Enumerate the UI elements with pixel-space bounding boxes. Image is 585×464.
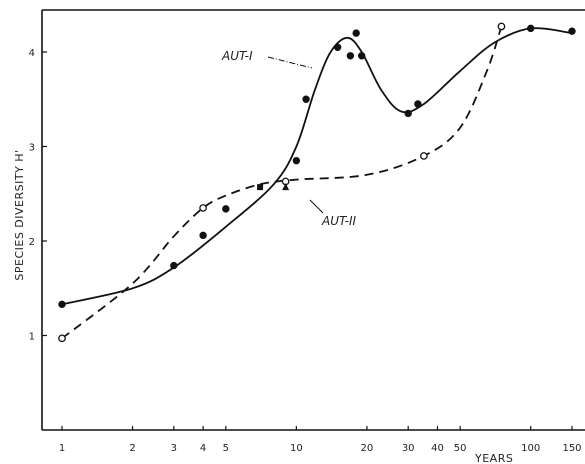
aut-i-point: [222, 205, 230, 213]
y-tick-label: 1: [29, 332, 35, 343]
x-tick-label: 100: [521, 443, 540, 454]
x-tick-label: 150: [562, 443, 581, 454]
aut-ii-point: [58, 334, 66, 343]
aut-i-point: [357, 52, 366, 60]
triangle-point: [282, 183, 290, 191]
x-tick-label: 3: [171, 443, 177, 454]
y-axis-ticks: 1 2 3 4: [29, 48, 47, 343]
aut-ii-point: [199, 204, 207, 212]
x-tick-label: 50: [454, 443, 467, 454]
x-tick-label: 40: [431, 443, 444, 454]
aut-i-point: [527, 24, 535, 33]
x-tick-label: 2: [129, 443, 135, 454]
aut-ii-label: AUT-II: [321, 214, 356, 228]
x-tick-label: 5: [223, 443, 229, 454]
x-tick-label: 30: [402, 443, 415, 454]
y-tick-label: 4: [29, 48, 35, 59]
y-axis-title: SPECIES DIVERSITY H': [13, 149, 26, 280]
aut-ii-leader-line: [309, 199, 324, 214]
plot-frame: [41, 9, 585, 431]
x-axis-ticks: 1 2 3 4 5 10 20 30 40 50 100 150: [59, 426, 582, 454]
aut-i-point: [333, 43, 342, 51]
aut-i-label: AUT-I: [221, 49, 253, 63]
series-curves: [61, 26, 573, 340]
aut-i-point: [404, 109, 412, 118]
y-tick-label: 3: [29, 143, 35, 154]
aut-i-leader-line: [267, 56, 313, 69]
aut-i-point: [568, 27, 576, 35]
aut-i-point: [199, 231, 207, 240]
aut-i-point: [302, 95, 310, 103]
aut-i-point: [352, 29, 360, 37]
aut-i-point: [292, 156, 301, 165]
x-tick-label: 1: [59, 443, 65, 454]
aut-ii-point: [497, 22, 506, 31]
square-point: [257, 184, 264, 191]
x-tick-label: 10: [290, 443, 303, 454]
y-tick-label: 2: [29, 237, 35, 248]
aut-i-point: [170, 261, 178, 270]
annotations: AUT-I AUT-II: [221, 49, 356, 228]
aut-ii-point: [420, 152, 428, 160]
aut-i-curve: [61, 27, 573, 306]
aut-ii-curve: [61, 26, 503, 340]
aut-i-point: [414, 100, 422, 108]
x-tick-label: 20: [361, 443, 374, 454]
data-points: [58, 22, 576, 343]
aut-i-point: [58, 300, 66, 309]
x-axis-title: YEARS: [474, 452, 513, 464]
aut-i-point: [346, 52, 355, 60]
x-tick-label: 4: [200, 443, 206, 454]
